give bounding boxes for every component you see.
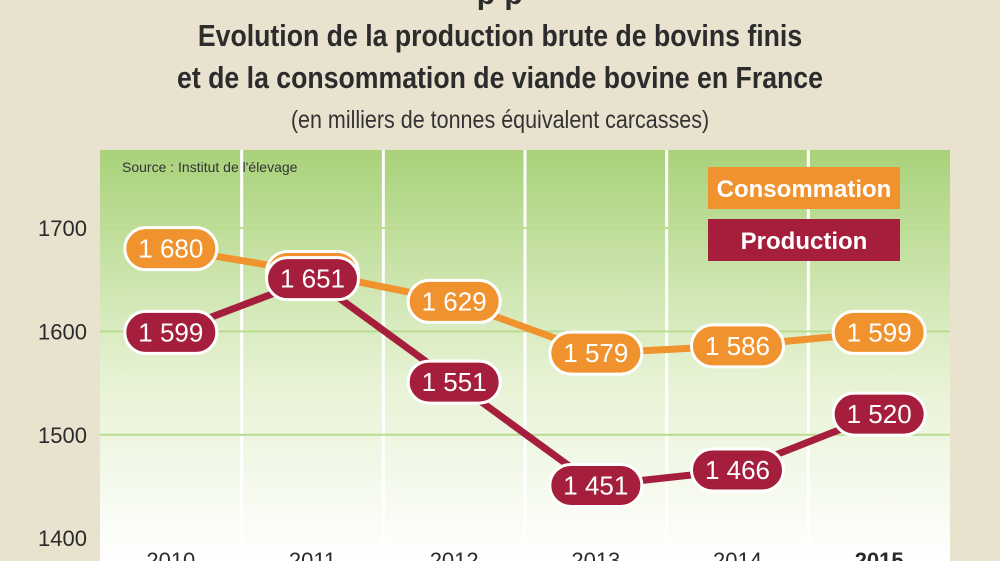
y-tick-label: 1700 bbox=[38, 216, 87, 241]
data-label-production: 1 520 bbox=[847, 399, 912, 429]
source-note: Source : Institut de l'élevage bbox=[122, 159, 298, 175]
data-pill-production bbox=[123, 309, 219, 355]
data-label-production: 1 466 bbox=[705, 455, 770, 485]
x-tick-label: 2013 bbox=[571, 548, 620, 561]
data-pill-consommation bbox=[690, 323, 785, 369]
y-tick-label: 1600 bbox=[38, 319, 87, 344]
data-label-production: 1 651 bbox=[280, 264, 345, 294]
data-point-production: 1 551 bbox=[406, 359, 502, 405]
x-tick-label: 2015 bbox=[855, 548, 904, 561]
data-pill-consommation bbox=[831, 309, 927, 355]
legend-label-consommation: Consommation bbox=[717, 176, 892, 203]
chart-title-line1: Evolution de la production brute de bovi… bbox=[197, 18, 803, 53]
data-pill-production bbox=[406, 359, 502, 405]
x-tick-label: 2010 bbox=[146, 548, 195, 561]
data-point-consommation: 1 599 bbox=[831, 309, 927, 355]
data-point-production: 1 599 bbox=[123, 309, 219, 355]
data-point-consommation: 1 579 bbox=[548, 330, 644, 376]
data-label-production: 1 451 bbox=[563, 470, 628, 500]
data-point-production: 1 466 bbox=[690, 447, 785, 493]
data-label-production: 1 551 bbox=[422, 367, 487, 397]
data-label-consommation: 1 629 bbox=[422, 286, 487, 316]
data-label-consommation: 1 599 bbox=[847, 317, 912, 347]
x-tick-label: 2012 bbox=[430, 548, 479, 561]
data-label-consommation: 1 680 bbox=[138, 234, 203, 264]
data-label-consommation: 1 586 bbox=[705, 331, 770, 361]
data-point-consommation: 1 680 bbox=[123, 226, 219, 272]
legend: Consommation Production bbox=[708, 167, 900, 261]
data-pill-production bbox=[548, 462, 644, 508]
x-tick-label: 2011 bbox=[289, 548, 336, 561]
chart-subtitle: (en milliers de tonnes équivalent carcas… bbox=[290, 106, 710, 134]
y-tick-label: 1500 bbox=[38, 423, 87, 448]
x-tick-label: 2014 bbox=[713, 548, 762, 561]
data-label-consommation: 1 579 bbox=[563, 338, 628, 368]
data-pill-consommation bbox=[548, 330, 644, 376]
data-pill-consommation bbox=[406, 278, 502, 324]
legend-swatch-consommation bbox=[708, 167, 900, 209]
legend-label-production: Production bbox=[741, 228, 868, 255]
data-point-production: 1 651 bbox=[265, 256, 360, 302]
legend-swatch-production bbox=[708, 219, 900, 261]
data-pill-production bbox=[690, 447, 785, 493]
data-point-consommation: 1 586 bbox=[690, 323, 785, 369]
data-label-production: 1 599 bbox=[138, 317, 203, 347]
top-title-fragment: p p bbox=[0, 0, 1000, 12]
data-pill-production bbox=[831, 391, 927, 437]
data-pill-production bbox=[265, 256, 360, 302]
chart-title-line2: et de la consommation de viande bovine e… bbox=[177, 60, 823, 95]
data-point-production: 1 520 bbox=[831, 391, 927, 437]
data-point-consommation: 1 629 bbox=[406, 278, 502, 324]
y-tick-label: 1400 bbox=[38, 526, 87, 551]
data-point-production: 1 451 bbox=[548, 462, 644, 508]
data-pill-consommation bbox=[123, 226, 219, 272]
